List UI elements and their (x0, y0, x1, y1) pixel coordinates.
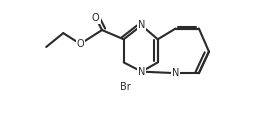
Text: O: O (92, 13, 100, 23)
Text: N: N (138, 67, 145, 77)
Text: N: N (138, 20, 145, 30)
Text: O: O (76, 39, 84, 49)
Text: N: N (172, 68, 179, 78)
Text: Br: Br (120, 82, 131, 92)
